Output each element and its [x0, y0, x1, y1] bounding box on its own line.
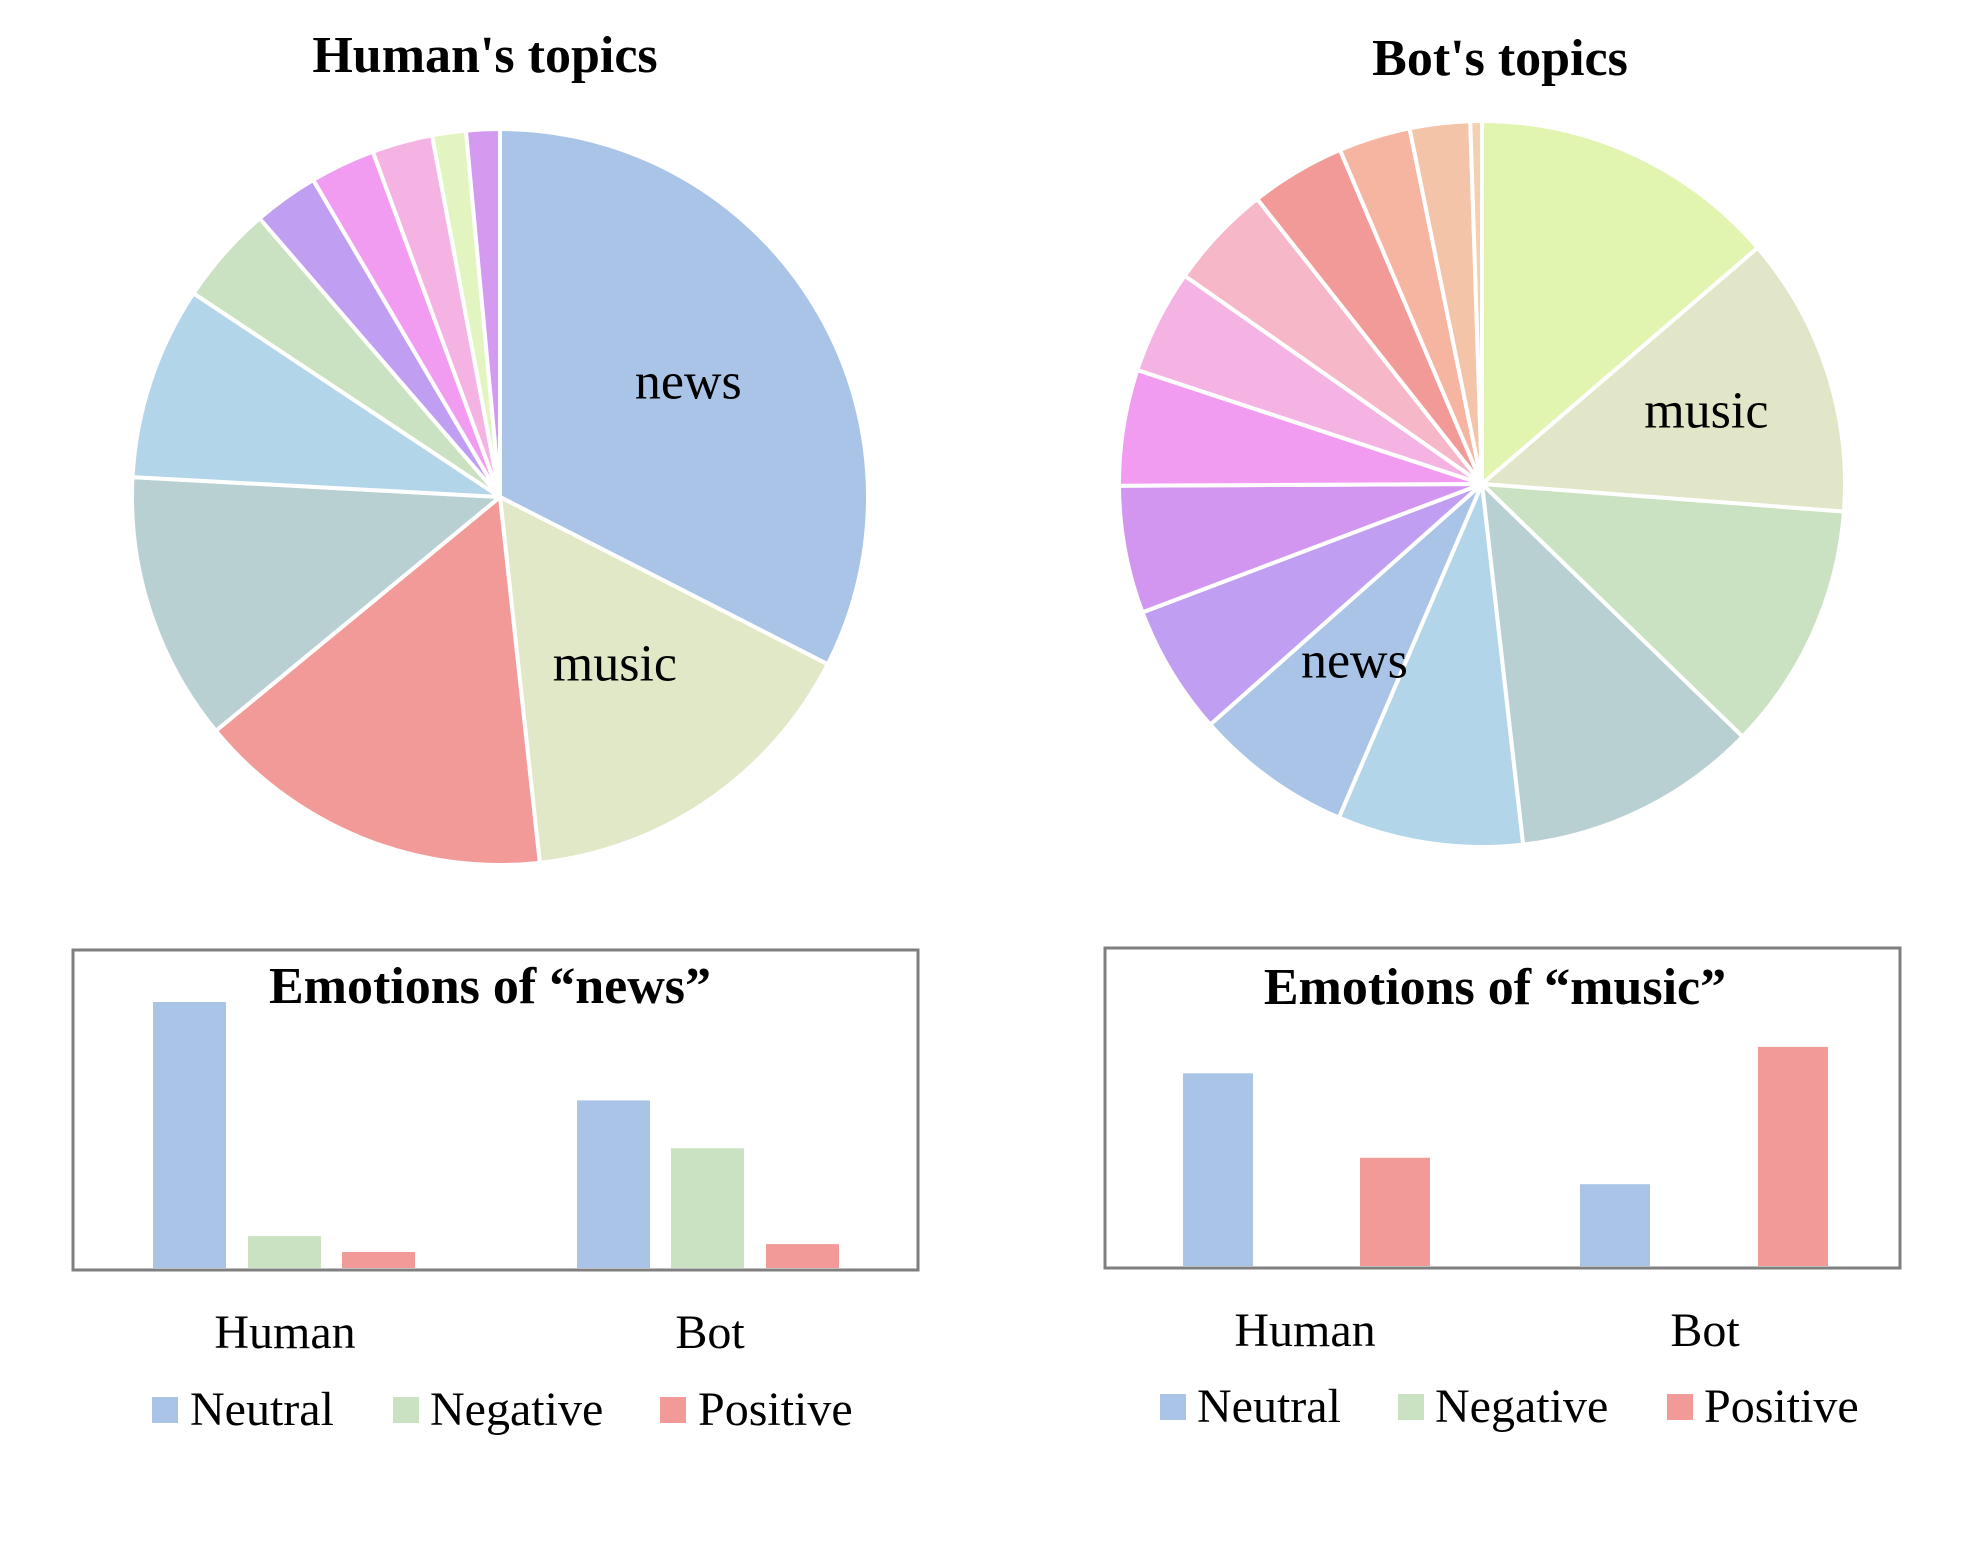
legend-swatch-neutral	[1160, 1394, 1186, 1420]
pie-slice-2	[1480, 482, 1846, 739]
music-emotions-title: Emotions of “music”	[1264, 959, 1726, 1016]
legend-label-positive: Positive	[1704, 1380, 1859, 1433]
pie-slice-0	[1480, 119, 1760, 486]
category-label-bot: Bot	[675, 1306, 745, 1359]
human-topics-title: Human's topics	[312, 27, 657, 84]
pie-slice-news	[1208, 482, 1484, 820]
bot-topics-slices	[1116, 118, 1847, 849]
human-topics-slice-labels: news music	[553, 354, 742, 693]
slice-label-music: music	[553, 636, 677, 693]
bar-human-negative	[248, 1236, 321, 1268]
pie-slice-4	[130, 291, 502, 499]
category-label-human: Human	[214, 1306, 355, 1359]
bar-bot-positive	[766, 1244, 839, 1268]
music-emotions-bars	[1183, 1046, 1828, 1266]
bar-bot-neutral	[577, 1100, 650, 1268]
slice-label-news: news	[1301, 633, 1408, 690]
news-emotions-bars	[153, 1002, 839, 1268]
bar-bot-negative	[671, 1148, 744, 1268]
category-label-human: Human	[1234, 1304, 1375, 1357]
legend-swatch-positive	[660, 1397, 686, 1423]
pie-slice-music	[1480, 245, 1847, 514]
music-chart-frame	[1103, 946, 1902, 1270]
pie-slice-3	[130, 475, 502, 733]
news-emotions-title: Emotions of “news”	[269, 958, 711, 1015]
news-emotions-bar-chart: Emotions of “news” Human Bot Neutral Negat…	[71, 948, 920, 1436]
slice-label-news: news	[635, 354, 742, 411]
legend-label-negative: Negative	[1435, 1380, 1608, 1433]
music-emotions-bar-chart: Emotions of “music” Human Bot Neutral Nega…	[1103, 946, 1902, 1433]
pie-slice-4	[1336, 482, 1526, 849]
pie-slice-10	[463, 127, 502, 499]
pie-slice-7	[1117, 482, 1484, 615]
pie-slice-3	[1480, 482, 1745, 847]
legend-label-positive: Positive	[698, 1383, 853, 1436]
bot-topics-title: Bot's topics	[1372, 30, 1628, 87]
bot-topics-pie-chart: Bot's topics music news	[1116, 30, 1847, 849]
bar-bot-positive	[1758, 1046, 1828, 1266]
news-emotions-category-labels: Human Bot	[214, 1306, 745, 1359]
music-emotions-legend: Neutral Negative Positive	[1160, 1380, 1859, 1433]
bar-bot-neutral	[1580, 1184, 1650, 1266]
news-chart-frame	[71, 948, 920, 1272]
bar-human-neutral	[153, 1002, 226, 1268]
legend-swatch-positive	[1667, 1394, 1693, 1420]
human-topics-slices	[130, 127, 870, 867]
pie-slice-news	[498, 127, 870, 667]
legend-swatch-negative	[1398, 1394, 1424, 1420]
bot-topics-slice-labels: music news	[1301, 383, 1768, 690]
human-topics-pie-chart: Human's topics news music	[130, 27, 870, 867]
pie-slice-14	[1468, 118, 1484, 486]
legend-label-negative: Negative	[430, 1383, 603, 1436]
legend-label-neutral: Neutral	[190, 1383, 334, 1436]
bar-human-positive	[342, 1252, 415, 1268]
bar-human-positive	[1360, 1157, 1430, 1266]
news-emotions-legend: Neutral Negative Positive	[152, 1383, 853, 1436]
pie-slice-2	[213, 495, 542, 867]
legend-swatch-neutral	[152, 1397, 178, 1423]
pie-slice-music	[498, 495, 830, 865]
pie-slice-6	[1140, 482, 1484, 727]
music-emotions-category-labels: Human Bot	[1234, 1304, 1740, 1357]
category-label-bot: Bot	[1670, 1304, 1740, 1357]
bar-human-neutral	[1183, 1073, 1253, 1266]
slice-label-music: music	[1644, 383, 1768, 440]
legend-label-neutral: Neutral	[1197, 1380, 1341, 1433]
legend-swatch-negative	[393, 1397, 419, 1423]
